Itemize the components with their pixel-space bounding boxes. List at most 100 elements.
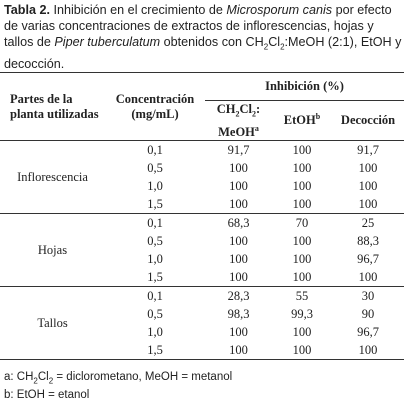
row: 1,0 100 100 96,7	[0, 323, 404, 341]
row: 1,0 100 100 96,7	[0, 250, 404, 268]
inhibition: 100	[292, 342, 312, 357]
inhibition: 100	[358, 178, 378, 193]
row: 0,5 98,3 99,3 90	[0, 305, 404, 323]
concentration: 1,5	[147, 342, 163, 357]
inhibition: 70	[295, 215, 309, 230]
caption: Tabla 2. Inhibición en el crecimiento de…	[4, 2, 406, 72]
inhibition: 100	[229, 196, 248, 211]
inhibition: 100	[292, 178, 312, 193]
part-name: Hojas	[0, 213, 105, 287]
concentration: 0,1	[147, 215, 163, 230]
h: MeOH	[218, 124, 255, 139]
inhibition: 100	[292, 196, 312, 211]
subscript: 2	[263, 42, 269, 52]
h: EtOH	[283, 113, 316, 128]
inhibition: 90	[361, 306, 375, 321]
caption-label: Tabla 2.	[4, 3, 50, 17]
inhibition: 100	[229, 233, 248, 248]
inhibition: 30	[361, 288, 375, 303]
subscript: 2	[235, 109, 240, 119]
header-col2: EtOHb	[272, 101, 332, 141]
inhibition: 55	[295, 288, 309, 303]
inhibition: 100	[292, 233, 312, 248]
row: 1,5 100 100 100	[0, 268, 404, 287]
t: = diclorometano, MeOH = metanol	[53, 371, 233, 383]
row: 1,0 100 100 100	[0, 177, 404, 195]
inhibition: 99,3	[291, 306, 313, 321]
concentration: 1,0	[147, 324, 163, 339]
h: :	[256, 102, 261, 117]
inhibition: 98,3	[227, 306, 250, 321]
concentration: 0,5	[147, 306, 163, 321]
caption-text: Cl	[268, 35, 281, 49]
subscript: 2	[48, 376, 54, 386]
concentration: 1,0	[147, 251, 163, 266]
superscript: a	[254, 123, 259, 133]
caption-text: obtenidos con CH	[160, 35, 264, 49]
subscript: 2	[33, 376, 38, 386]
row: 0,5 100 100 88,3	[0, 232, 404, 250]
caption-text: Inhibición en el crecimiento de	[49, 3, 227, 17]
header-col3: Decocción	[340, 113, 396, 127]
caption-text: :MeOH (2:1), EtOH y decocción.	[4, 35, 402, 71]
part-name: Inflorescencia	[0, 140, 105, 214]
inhibition: 100	[292, 142, 312, 157]
species: Piper tuberculatum	[54, 35, 161, 49]
inhibition: 100	[229, 324, 248, 339]
inhibition: 100	[292, 160, 312, 175]
h: CH	[216, 102, 236, 117]
inhibition: 96,7	[357, 324, 379, 339]
footnote: a: CH2Cl2 = diclorometano, MeOH = metano…	[4, 370, 232, 388]
concentration: 1,5	[147, 196, 163, 211]
inhibition: 100	[358, 160, 378, 175]
h: Cl	[239, 102, 253, 117]
inhibition: 100	[229, 251, 248, 266]
concentration: 1,0	[147, 178, 163, 193]
header-conc: Concentración (mg/mL)	[105, 72, 205, 141]
inhibition: 100	[292, 324, 312, 339]
inhibition: 100	[229, 178, 248, 193]
concentration: 0,1	[147, 142, 163, 157]
caption-text: por efecto de varias concentraciones de …	[4, 3, 392, 49]
t: a: CH	[4, 371, 34, 383]
concentration: 1,5	[147, 269, 163, 284]
inhibition: 68,3	[227, 215, 250, 230]
species: Microsporum canis	[226, 3, 333, 17]
row: 0,5 100 100 100	[0, 159, 404, 177]
concentration: 0,1	[147, 288, 163, 303]
t: Cl	[37, 371, 49, 383]
header-col1: CH2Cl2: MeOHa	[205, 101, 272, 141]
inhibition: 91,7	[227, 142, 250, 157]
footnote: b: EtOH = etanol	[4, 388, 232, 402]
inhibition: 100	[358, 269, 378, 284]
inhibition: 96,7	[357, 251, 379, 266]
inhibition: 100	[229, 269, 248, 284]
inhibition: 100	[292, 251, 312, 266]
header-part: Partes de la planta utilizadas	[0, 72, 105, 141]
inhibition: 100	[358, 342, 378, 357]
inhibition: 100	[358, 196, 378, 211]
subscript: 2	[280, 42, 285, 52]
subscript: 2	[252, 109, 257, 119]
inhibition: 100	[229, 160, 248, 175]
row: Inflorescencia 0,1 91,7 100 91,7	[0, 140, 404, 214]
inhibition: 100	[229, 342, 248, 357]
footnotes: a: CH2Cl2 = diclorometano, MeOH = metano…	[4, 370, 232, 402]
inhibition: 100	[292, 269, 312, 284]
superscript: b	[315, 112, 321, 122]
t: b: EtOH = etanol	[4, 389, 90, 402]
part-name: Tallos	[0, 286, 105, 360]
row: 1,5 100 100 100	[0, 341, 404, 360]
concentration: 0,5	[147, 233, 163, 248]
table: Partes de la planta utilizadas Concentrac…	[0, 72, 404, 360]
row: Tallos 0,1 28,3 55 30	[0, 286, 404, 360]
row: Hojas 0,1 68,3 70 25	[0, 213, 404, 287]
row: 1,5 100 100 100	[0, 195, 404, 214]
inhibition: 88,3	[357, 233, 379, 248]
concentration: 0,5	[147, 160, 163, 175]
inhibition: 25	[361, 215, 375, 230]
inhibition: 91,7	[357, 142, 379, 157]
inhibition: 28,3	[227, 288, 250, 303]
header-inhib: Inhibición (%)	[205, 72, 404, 101]
